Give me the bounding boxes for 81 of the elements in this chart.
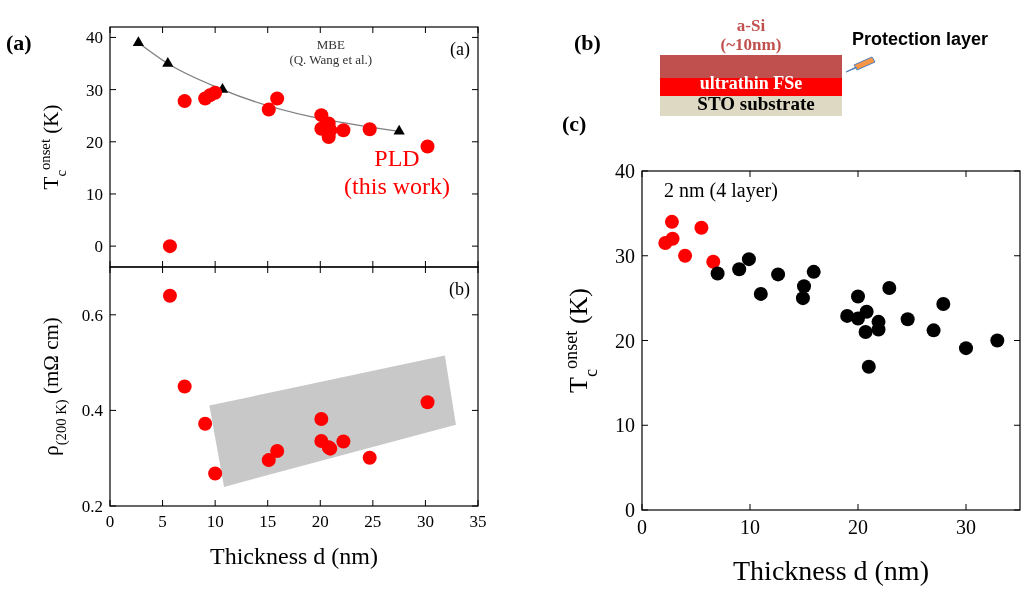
x-tick-label: 35: [469, 512, 487, 531]
point: [665, 231, 680, 246]
annotation: 2 nm (4 layer): [664, 179, 778, 202]
point: [741, 252, 756, 267]
point: [851, 289, 865, 304]
point: [797, 279, 811, 294]
y-tick-label: 0.4: [81, 401, 104, 421]
point: [678, 248, 693, 263]
point: [753, 286, 768, 301]
y-tick-label: 40: [86, 28, 103, 48]
point: [314, 412, 329, 426]
x-tick-label: 20: [311, 512, 329, 531]
x-axis-title: Thickness d (nm): [733, 555, 929, 586]
point: [393, 124, 405, 135]
x-tick-label: 15: [259, 512, 277, 531]
annotation: (b): [449, 279, 470, 300]
point: [261, 102, 276, 117]
y-tick-label: 30: [86, 80, 103, 100]
x-tick-label: 10: [740, 516, 760, 538]
text: (~10nm): [720, 35, 782, 54]
text: Protection layer: [852, 29, 989, 49]
text: ultrathin FSe: [699, 73, 803, 93]
point: [270, 444, 285, 459]
y-tick-label: 30: [615, 244, 635, 267]
point: [420, 395, 435, 410]
point: [710, 266, 725, 281]
point: [861, 359, 876, 374]
legend-label: MBE (Q. Wang et al.): [289, 37, 373, 67]
point: [926, 323, 941, 338]
y-tick-label: 0.2: [81, 496, 103, 516]
point: [694, 220, 709, 235]
y-tick-label: 0: [94, 237, 103, 257]
x-tick-label: 25: [364, 512, 382, 531]
x-tick-label: 5: [158, 512, 167, 531]
y-tick-label: 20: [615, 329, 635, 352]
text: STO substrate: [697, 93, 815, 114]
chart-title: (a): [6, 30, 32, 55]
point: [771, 267, 786, 282]
point: [336, 434, 351, 449]
point: [706, 254, 721, 269]
point: [795, 291, 810, 306]
x-axis-title: Thickness d (nm): [210, 543, 378, 569]
y-tick-label: 0.6: [81, 305, 103, 325]
x-tick-label: 20: [848, 516, 868, 538]
text: a-Si: [736, 16, 766, 35]
y-tick-label: 10: [86, 184, 103, 204]
point: [362, 450, 377, 465]
point: [959, 341, 973, 356]
point: [990, 333, 1005, 348]
y-tick-label: 20: [86, 132, 103, 152]
x-tick-label: 30: [956, 516, 976, 538]
y-tick-label: 10: [615, 414, 635, 437]
point: [162, 57, 174, 67]
point: [882, 280, 897, 295]
point: [177, 379, 192, 394]
point: [162, 288, 177, 303]
point: [936, 297, 951, 312]
point: [162, 239, 177, 254]
point: [132, 36, 145, 46]
point: [900, 312, 915, 327]
chart-title: (c): [562, 111, 587, 136]
point: [198, 416, 213, 431]
point: [806, 264, 821, 279]
x-tick-label: 30: [416, 512, 434, 531]
annotation: (a): [450, 39, 470, 60]
point: [858, 325, 873, 340]
point: [420, 139, 435, 154]
point: [261, 453, 276, 468]
point: [208, 466, 223, 481]
point: [362, 122, 377, 137]
point: [664, 214, 679, 229]
point: [732, 262, 747, 277]
point: [336, 123, 351, 138]
point: [177, 94, 192, 109]
point: [859, 304, 874, 319]
point: [270, 91, 285, 106]
x-tick-label: 10: [206, 512, 224, 531]
series-label: PLD (this work): [344, 145, 451, 199]
point: [208, 85, 223, 100]
text: (b): [574, 30, 601, 55]
y-tick-label: 40: [615, 160, 635, 182]
